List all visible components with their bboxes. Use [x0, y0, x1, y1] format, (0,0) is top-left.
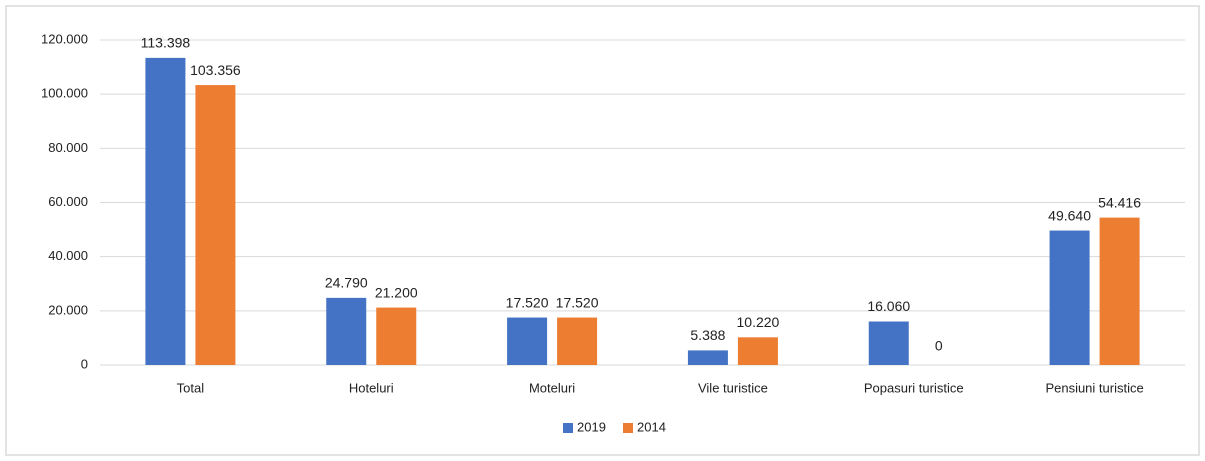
legend-label: 2019 [577, 419, 606, 434]
value-label: 17.520 [506, 294, 549, 310]
bar [868, 321, 909, 365]
x-tick-label: Hoteluri [349, 380, 394, 395]
y-tick-label: 0 [81, 356, 88, 371]
value-label: 54.416 [1098, 194, 1141, 210]
bar [507, 317, 548, 365]
y-tick-label: 60.000 [48, 194, 88, 209]
value-label: 49.640 [1048, 207, 1091, 223]
legend-swatch [623, 423, 633, 433]
bar [195, 85, 236, 365]
x-tick-label: Total [177, 380, 205, 395]
value-label: 103.356 [190, 62, 241, 78]
x-tick-label: Pensiuni turistice [1045, 380, 1143, 395]
bar [376, 307, 417, 365]
bar [737, 337, 778, 365]
legend-swatch [563, 423, 573, 433]
value-label: 24.790 [325, 275, 368, 291]
x-tick-label: Popasuri turistice [864, 380, 964, 395]
y-tick-label: 20.000 [48, 302, 88, 317]
bar [1099, 217, 1140, 365]
value-label: 5.388 [690, 327, 725, 343]
y-tick-label: 40.000 [48, 248, 88, 263]
y-tick-label: 80.000 [48, 140, 88, 155]
legend-label: 2014 [637, 419, 666, 434]
value-label: 0 [935, 338, 943, 354]
y-tick-label: 120.000 [41, 31, 88, 46]
bar [557, 317, 598, 365]
value-label: 16.060 [867, 298, 910, 314]
y-tick-label: 100.000 [41, 86, 88, 101]
value-label: 113.398 [141, 35, 191, 51]
x-tick-label: Vile turistice [698, 380, 768, 395]
value-label: 21.200 [375, 284, 418, 300]
bar [145, 57, 186, 365]
bar [687, 350, 728, 365]
value-label: 17.520 [556, 294, 599, 310]
bar [1049, 230, 1090, 365]
bar [326, 297, 367, 365]
x-tick-label: Moteluri [529, 380, 575, 395]
value-label: 10.220 [737, 314, 780, 330]
